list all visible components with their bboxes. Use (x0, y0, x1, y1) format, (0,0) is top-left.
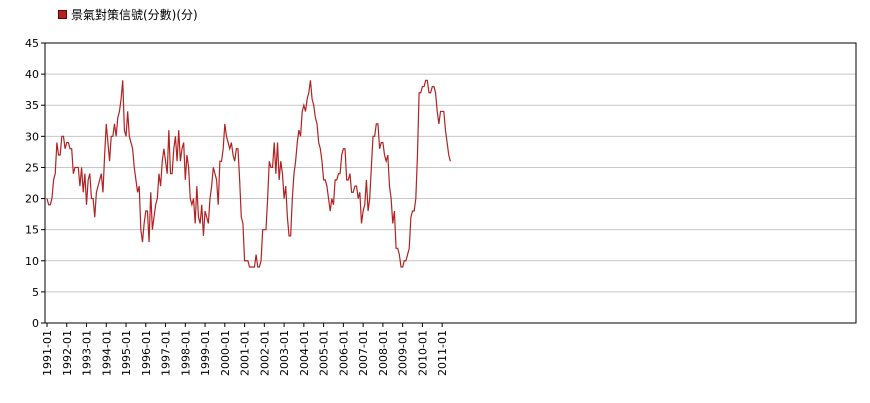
y-tick-label: 5 (32, 286, 39, 299)
x-tick-label: 2010-01 (416, 330, 429, 376)
legend-swatch (58, 9, 67, 19)
y-tick-label: 10 (25, 255, 39, 268)
x-tick-label: 1998-01 (179, 330, 192, 376)
y-axis: 0 5 10 15 20 25 30 35 40 45 (25, 37, 45, 330)
y-tick-label: 20 (25, 193, 39, 206)
y-tick-label: 30 (25, 130, 39, 143)
y-tick-label: 0 (32, 317, 39, 330)
x-tick-label: 2008-01 (377, 330, 390, 376)
x-tick-label: 1993-01 (81, 330, 94, 376)
x-tick-label: 1999-01 (199, 330, 212, 376)
plot-area (44, 42, 857, 324)
x-tick-label: 1992-01 (61, 330, 74, 376)
series-line (46, 79, 451, 268)
x-tick-label: 2007-01 (357, 330, 370, 376)
y-tick-label: 35 (25, 99, 39, 112)
x-tick-label: 2004-01 (298, 330, 311, 376)
x-tick-label: 2009-01 (397, 330, 410, 376)
x-tick-label: 2000-01 (219, 330, 232, 376)
x-tick-label: 2002-01 (258, 330, 271, 376)
x-tick-label: 1991-01 (41, 330, 54, 376)
y-tick-label: 40 (25, 68, 39, 81)
y-tick-label: 45 (25, 37, 39, 50)
x-tick-label: 1997-01 (160, 330, 173, 376)
x-tick-label: 1995-01 (120, 330, 133, 376)
x-tick-label: 2001-01 (239, 330, 252, 376)
x-tick-label: 2011-01 (436, 330, 449, 376)
x-tick-label: 1994-01 (100, 330, 113, 376)
x-tick-label: 2003-01 (278, 330, 291, 376)
x-tick-label: 2005-01 (318, 330, 331, 376)
y-tick-label: 25 (25, 161, 39, 174)
x-axis: 1991-01 1992-01 1993-01 1994-01 1995-01 1996-… (41, 323, 449, 376)
gridlines (45, 73, 856, 293)
legend-label: 景氣對策信號(分數)(分) (71, 7, 198, 22)
chart-legend: 景氣對策信號(分數)(分) (58, 7, 198, 22)
x-tick-label: 2006-01 (337, 330, 350, 376)
x-tick-label: 1996-01 (140, 330, 153, 376)
y-tick-label: 15 (25, 224, 39, 237)
